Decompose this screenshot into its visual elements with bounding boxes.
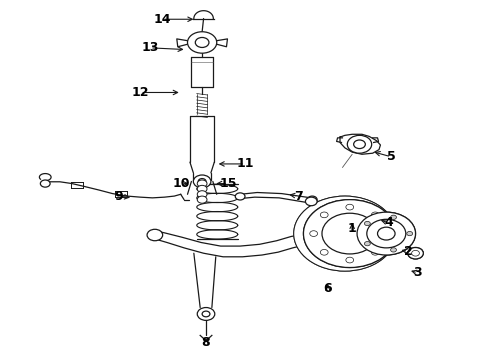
Circle shape	[147, 229, 163, 241]
Circle shape	[377, 227, 395, 240]
Circle shape	[408, 248, 423, 259]
Circle shape	[357, 212, 416, 255]
Circle shape	[367, 219, 406, 248]
Circle shape	[196, 37, 209, 48]
Text: 9: 9	[114, 190, 122, 203]
Text: 14: 14	[153, 13, 171, 26]
Circle shape	[194, 175, 211, 188]
Circle shape	[40, 180, 50, 187]
Circle shape	[197, 185, 207, 193]
Text: 6: 6	[323, 283, 332, 296]
Circle shape	[346, 257, 354, 263]
Circle shape	[303, 200, 396, 267]
Circle shape	[197, 196, 207, 203]
Circle shape	[305, 197, 317, 206]
Circle shape	[307, 196, 317, 203]
Circle shape	[365, 221, 370, 226]
Circle shape	[310, 231, 318, 237]
Circle shape	[303, 203, 386, 264]
Circle shape	[322, 213, 377, 254]
Circle shape	[294, 196, 396, 271]
Circle shape	[198, 179, 206, 184]
Circle shape	[197, 307, 215, 320]
Text: 12: 12	[131, 86, 149, 99]
Circle shape	[346, 204, 354, 210]
Circle shape	[202, 311, 210, 317]
Text: 15: 15	[219, 177, 237, 190]
Text: 1: 1	[348, 222, 357, 235]
Text: 3: 3	[414, 266, 422, 279]
Circle shape	[354, 140, 366, 149]
Text: 4: 4	[384, 216, 393, 229]
Text: 7: 7	[294, 190, 303, 203]
Circle shape	[365, 242, 370, 246]
Circle shape	[235, 193, 245, 200]
Circle shape	[412, 250, 419, 256]
Circle shape	[320, 212, 328, 218]
Text: 11: 11	[236, 157, 254, 170]
Circle shape	[197, 191, 207, 198]
Text: 8: 8	[202, 336, 210, 349]
Circle shape	[371, 212, 379, 218]
Circle shape	[391, 248, 396, 252]
Text: 5: 5	[387, 150, 395, 163]
Text: 13: 13	[141, 41, 159, 54]
Circle shape	[197, 180, 207, 187]
Circle shape	[294, 196, 396, 271]
Circle shape	[407, 231, 413, 236]
Circle shape	[357, 212, 416, 255]
Circle shape	[391, 215, 396, 219]
Circle shape	[408, 248, 423, 259]
Circle shape	[188, 32, 217, 53]
Circle shape	[347, 135, 372, 153]
Circle shape	[320, 249, 328, 255]
Text: 10: 10	[173, 177, 191, 190]
Circle shape	[307, 241, 317, 248]
Text: 2: 2	[404, 245, 413, 258]
Circle shape	[371, 249, 379, 255]
Circle shape	[303, 200, 396, 267]
Circle shape	[382, 231, 390, 237]
